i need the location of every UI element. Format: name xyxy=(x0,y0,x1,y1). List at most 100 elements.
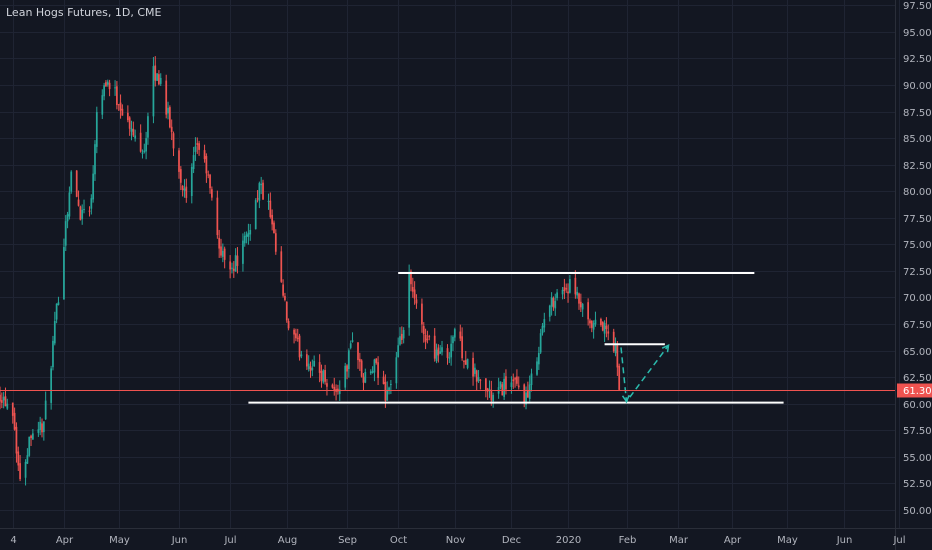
candle xyxy=(603,320,606,342)
price-axis[interactable]: 50.000 52.500 55.000 57.500 60.000 62.500 65.0… xyxy=(903,1,932,517)
candle xyxy=(309,361,312,378)
candle xyxy=(147,112,149,145)
candle xyxy=(298,333,301,361)
candle xyxy=(466,358,469,370)
candle xyxy=(42,421,45,441)
candle xyxy=(357,342,359,369)
candle xyxy=(0,392,3,409)
time-tick-label: Jul xyxy=(892,535,905,546)
candle xyxy=(351,332,354,343)
candle xyxy=(592,320,595,339)
candle xyxy=(437,344,440,363)
time-tick-label: Jun xyxy=(171,535,188,546)
candle xyxy=(587,298,590,326)
candle xyxy=(126,105,129,123)
time-tick-label: Aug xyxy=(278,535,298,546)
candle xyxy=(245,231,248,244)
candle xyxy=(530,368,533,392)
candle xyxy=(382,370,385,385)
candle xyxy=(537,346,540,370)
candle xyxy=(326,378,328,396)
candle xyxy=(165,74,168,119)
time-axis[interactable]: 4 Apr May Jun Jul Aug Sep Oct Nov Dec 2020 Feb Mar Ap… xyxy=(10,535,932,546)
candle xyxy=(198,140,200,156)
candle xyxy=(358,352,361,371)
candle xyxy=(422,322,425,343)
price-tick-label: 92.500 xyxy=(903,54,932,65)
candle xyxy=(95,106,98,154)
candle xyxy=(561,287,564,300)
price-tick-label: 57.500 xyxy=(903,426,932,437)
candle xyxy=(64,215,67,252)
candle xyxy=(41,418,43,438)
candle xyxy=(218,229,221,258)
candle xyxy=(167,101,169,120)
drawings[interactable] xyxy=(248,272,784,404)
candle xyxy=(229,255,232,279)
candle xyxy=(565,283,568,293)
candle xyxy=(377,356,379,386)
candles xyxy=(0,56,621,486)
candle xyxy=(55,303,58,324)
candle xyxy=(307,355,310,372)
candle xyxy=(92,165,95,203)
candle xyxy=(364,368,367,384)
candle xyxy=(121,104,124,116)
candle xyxy=(81,204,84,225)
candle xyxy=(66,211,69,229)
price-tick-label: 97.500 xyxy=(903,1,932,12)
candle xyxy=(395,351,398,389)
candle xyxy=(569,274,571,294)
time-tick-label: 4 xyxy=(10,535,16,546)
candle xyxy=(234,248,237,272)
candle xyxy=(70,170,73,194)
candle xyxy=(300,350,303,359)
candle xyxy=(402,327,405,344)
candle xyxy=(108,79,111,97)
candle xyxy=(514,376,516,388)
candle xyxy=(247,223,250,245)
time-tick-label: May xyxy=(109,535,130,546)
candle xyxy=(320,364,323,388)
candle xyxy=(578,292,580,310)
candle xyxy=(536,357,538,376)
candle xyxy=(413,281,416,305)
candle xyxy=(158,70,160,86)
candle xyxy=(145,131,147,160)
candle xyxy=(293,328,295,344)
candle xyxy=(114,80,116,96)
candle xyxy=(421,298,423,333)
candle xyxy=(156,73,158,81)
last-price-badge xyxy=(897,383,932,398)
candle xyxy=(77,190,80,207)
candle xyxy=(612,328,615,353)
candle xyxy=(296,328,299,342)
candle xyxy=(567,283,569,303)
candle xyxy=(192,146,195,174)
candle xyxy=(475,369,478,391)
candle xyxy=(172,131,175,157)
candle xyxy=(346,364,348,380)
candle xyxy=(450,335,453,366)
candle xyxy=(94,140,96,181)
candle xyxy=(52,335,54,371)
candle xyxy=(459,324,462,342)
candle xyxy=(256,190,259,203)
candle xyxy=(461,327,463,361)
time-tick-label: Sep xyxy=(338,535,357,546)
candle xyxy=(220,238,222,258)
price-tick-label: 67.500 xyxy=(903,320,932,331)
candle xyxy=(154,56,157,87)
candle xyxy=(512,373,515,389)
last-price-label: 61.300 xyxy=(903,386,932,397)
candle xyxy=(424,328,427,350)
candle xyxy=(548,304,551,322)
candle xyxy=(390,380,392,395)
candle xyxy=(159,73,162,87)
candle xyxy=(477,370,480,383)
candle xyxy=(311,359,314,377)
candle xyxy=(190,163,193,204)
arrowhead xyxy=(661,344,670,353)
